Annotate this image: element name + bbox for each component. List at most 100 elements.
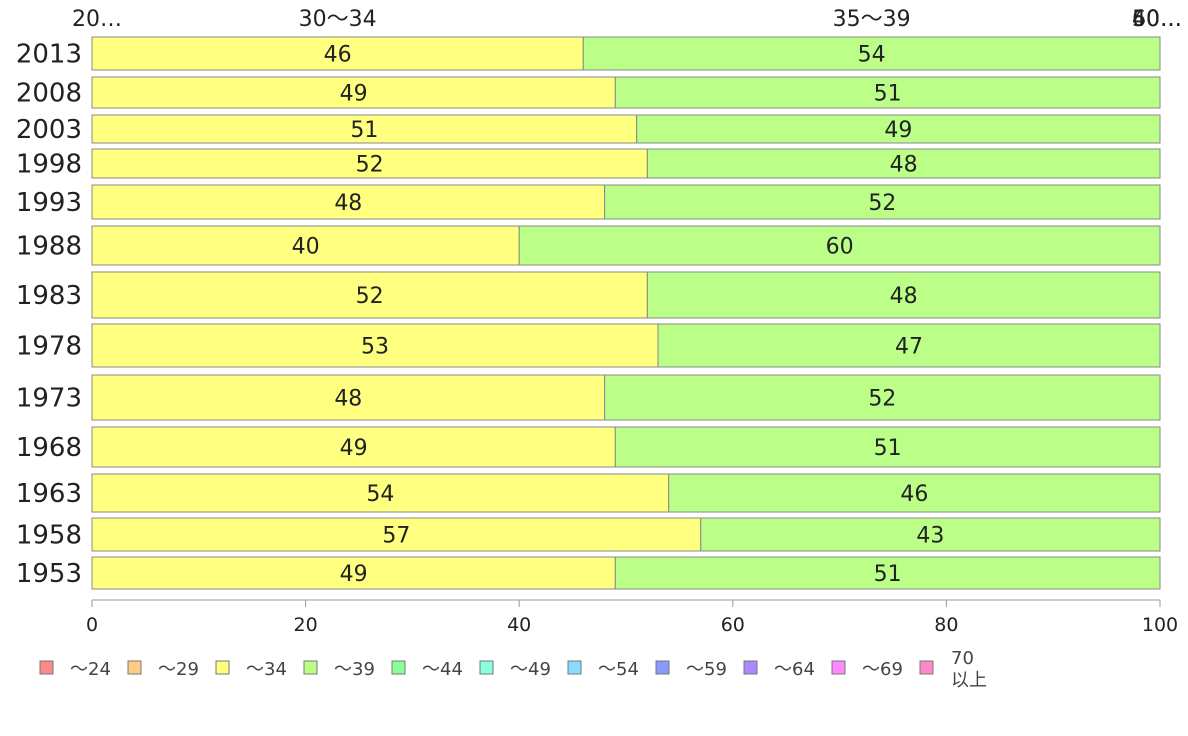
- data-label: 48: [334, 387, 362, 412]
- bar-segment: [91, 271, 648, 319]
- bar-segment: [91, 148, 648, 179]
- data-label: 40: [292, 235, 320, 260]
- bar-segment: [604, 184, 1161, 220]
- top-series-label: 60…: [1132, 7, 1182, 32]
- data-label: 52: [356, 153, 384, 178]
- bar-segment: [91, 374, 606, 421]
- data-label: 51: [350, 118, 378, 143]
- y-tick-label: 1998: [16, 150, 82, 180]
- data-label: 54: [366, 482, 394, 507]
- legend-label: 以上: [951, 670, 987, 691]
- bar-segment: [646, 271, 1161, 319]
- legend-swatch: [39, 660, 54, 675]
- top-series-label: 30～34: [299, 7, 377, 32]
- data-label: 49: [340, 82, 368, 107]
- bar-segment: [91, 36, 584, 71]
- data-label: 49: [340, 562, 368, 587]
- legend-swatch: [303, 660, 318, 675]
- y-tick-label: 1973: [16, 384, 82, 414]
- bar-segment: [614, 556, 1161, 590]
- bar-segment: [614, 76, 1161, 109]
- data-label: 57: [382, 524, 410, 549]
- legend-swatch: [479, 660, 494, 675]
- legend-swatch: [567, 660, 582, 675]
- data-label: 48: [890, 153, 918, 178]
- top-series-label: 40…: [1132, 7, 1182, 32]
- data-label: 49: [340, 436, 368, 461]
- legend-swatch: [391, 660, 406, 675]
- x-tick-label: 100: [1142, 614, 1178, 636]
- bar-segment: [636, 114, 1161, 144]
- legend-label: ～64: [774, 659, 815, 680]
- legend-label: ～69: [862, 659, 903, 680]
- x-tick-label: 0: [86, 614, 98, 636]
- data-label: 48: [890, 284, 918, 309]
- bar-segment: [91, 517, 702, 552]
- bar-segment: [91, 76, 616, 109]
- data-label: 46: [900, 482, 928, 507]
- top-series-label: 35～39: [833, 7, 911, 32]
- legend-swatch: [127, 660, 142, 675]
- y-tick-label: 2013: [16, 40, 82, 70]
- x-tick-label: 20: [294, 614, 318, 636]
- legend-label: ～39: [334, 659, 375, 680]
- data-label: 48: [334, 191, 362, 216]
- legend-swatch: [743, 660, 758, 675]
- legend-swatch: [655, 660, 670, 675]
- bar-segment: [700, 517, 1161, 552]
- bar-segment: [518, 225, 1161, 266]
- data-label: 54: [858, 43, 886, 68]
- bar-segment: [91, 426, 616, 468]
- bar-segment: [91, 184, 606, 220]
- data-label: 49: [884, 118, 912, 143]
- legend-label: ～24: [70, 659, 111, 680]
- data-label: 52: [868, 387, 896, 412]
- legend-swatch: [215, 660, 230, 675]
- top-series-label: 20…: [72, 7, 122, 32]
- legend-label: 70: [951, 648, 974, 669]
- legend-label: ～59: [686, 659, 727, 680]
- y-tick-label: 2003: [16, 115, 82, 145]
- legend-label: ～54: [598, 659, 639, 680]
- y-tick-label: 1983: [16, 281, 82, 311]
- legend-label: ～29: [158, 659, 199, 680]
- x-tick-label: 80: [934, 614, 958, 636]
- y-tick-label: 1958: [16, 521, 82, 551]
- bar-segment: [91, 556, 616, 590]
- data-label: 52: [868, 191, 896, 216]
- data-label: 47: [895, 335, 923, 360]
- data-label: 60: [826, 235, 854, 260]
- top-series-label: 50…: [1132, 7, 1182, 32]
- y-tick-label: 1953: [16, 559, 82, 589]
- bar-segment: [91, 114, 638, 144]
- legend-swatch: [919, 660, 934, 675]
- data-label: 43: [916, 524, 944, 549]
- bar-segment: [657, 323, 1161, 368]
- data-label: 51: [874, 562, 902, 587]
- legend-label: ～49: [510, 659, 551, 680]
- data-label: 52: [356, 284, 384, 309]
- y-tick-label: 1978: [16, 332, 82, 362]
- y-tick-label: 1988: [16, 232, 82, 262]
- data-label: 46: [324, 43, 352, 68]
- y-tick-label: 1993: [16, 188, 82, 218]
- data-label: 53: [361, 335, 389, 360]
- x-tick-label: 40: [507, 614, 531, 636]
- data-label: 51: [874, 436, 902, 461]
- data-label: 51: [874, 82, 902, 107]
- legend-swatch: [831, 660, 846, 675]
- y-tick-label: 2008: [16, 79, 82, 109]
- y-tick-label: 1968: [16, 433, 82, 463]
- y-tick-label: 1963: [16, 479, 82, 509]
- bar-segment: [668, 473, 1161, 513]
- x-tick-label: 60: [721, 614, 745, 636]
- bar-segment: [582, 36, 1161, 71]
- legend-label: ～44: [422, 659, 463, 680]
- legend-label: ～34: [246, 659, 287, 680]
- bar-segment: [91, 473, 670, 513]
- bar-segment: [614, 426, 1161, 468]
- bar-segment: [604, 374, 1161, 421]
- bar-segment: [646, 148, 1161, 179]
